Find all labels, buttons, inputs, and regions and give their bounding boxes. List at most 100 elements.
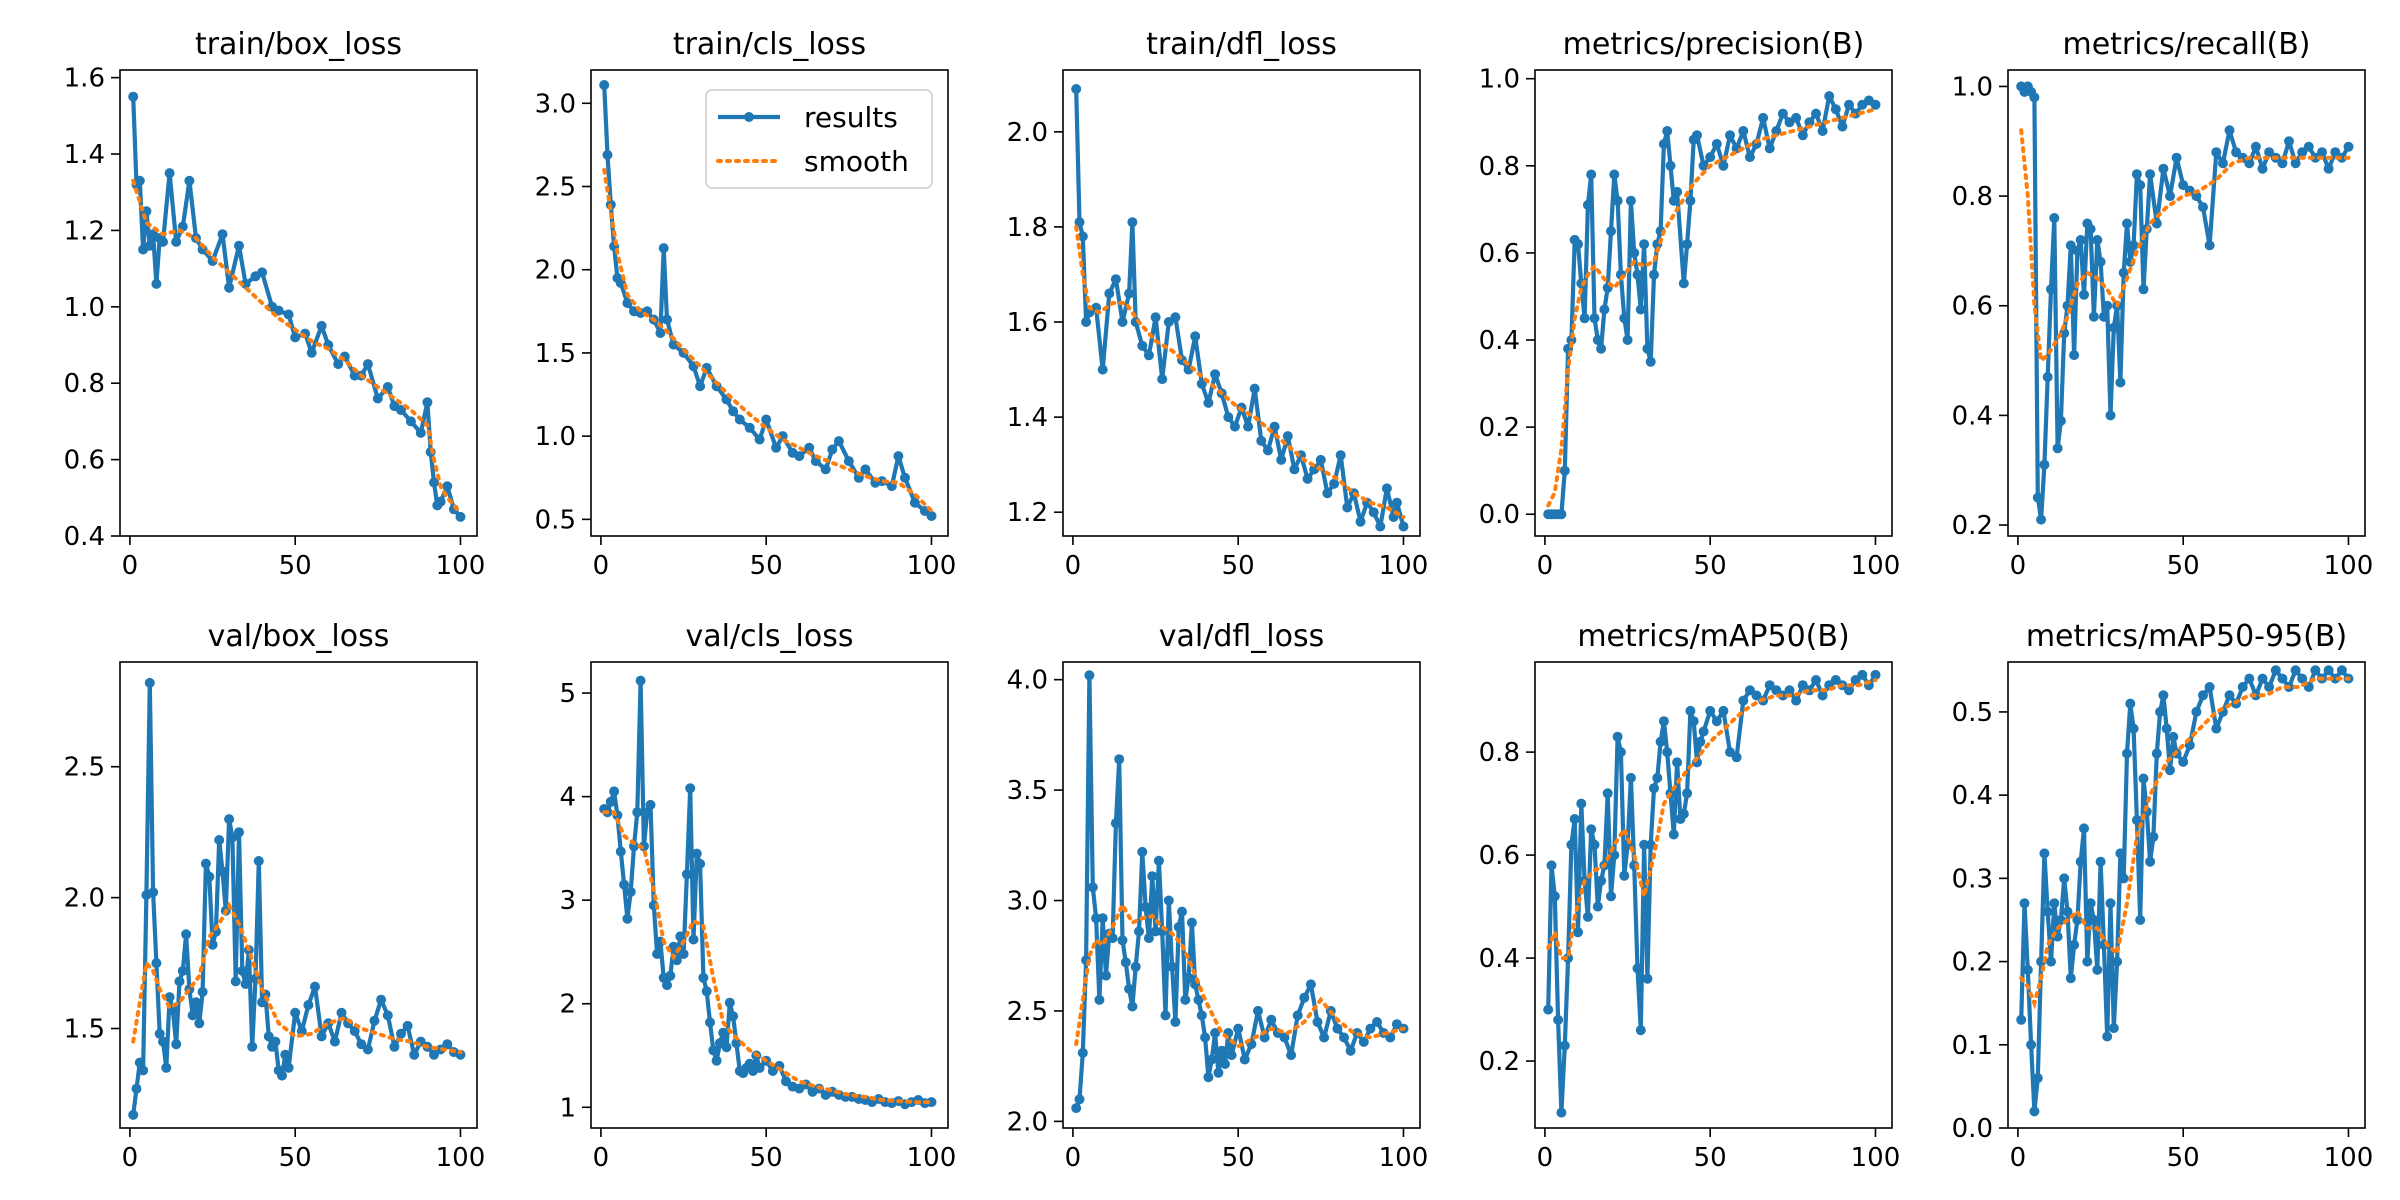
- results-point: [240, 979, 251, 989]
- results-point: [1619, 870, 1630, 881]
- results-point: [409, 1049, 420, 1060]
- results-point: [1599, 304, 1610, 315]
- results-point: [128, 91, 139, 102]
- results-point: [2330, 673, 2341, 684]
- results-point: [2049, 213, 2060, 223]
- results-point: [138, 1065, 149, 1076]
- results-point: [1200, 1032, 1211, 1043]
- results-point: [1372, 1017, 1382, 1027]
- results-point: [1546, 860, 1557, 871]
- results-point: [2088, 311, 2099, 322]
- legend: results smooth: [705, 89, 933, 189]
- results-point: [422, 397, 433, 408]
- results-point: [1556, 509, 1567, 520]
- x-tick-label: 100: [436, 551, 486, 581]
- x-tick-label: 50: [2167, 1143, 2200, 1173]
- y-tick-label: 4.0: [1007, 666, 1048, 696]
- results-point: [1830, 104, 1841, 115]
- results-point: [2317, 147, 2327, 158]
- results-point: [1606, 891, 1616, 902]
- results-point: [2042, 372, 2053, 382]
- results-point: [893, 451, 904, 462]
- results-point: [2085, 224, 2096, 234]
- results-point: [1635, 304, 1646, 315]
- results-point: [2135, 180, 2146, 191]
- results-point: [833, 436, 844, 447]
- results-point: [754, 1062, 765, 1073]
- x-tick-label: 100: [2324, 1143, 2374, 1173]
- results-point: [1543, 1004, 1554, 1015]
- results-point: [2085, 898, 2096, 909]
- results-point: [1074, 217, 1085, 228]
- results-point: [1120, 957, 1131, 968]
- results-point: [1559, 465, 1570, 476]
- results-point: [2204, 682, 2215, 692]
- y-tick-label: 1.4: [1007, 403, 1048, 433]
- results-point: [1143, 350, 1154, 361]
- results-point: [2079, 289, 2089, 300]
- results-point: [2105, 898, 2116, 909]
- y-tick-label: 0.4: [1479, 326, 1520, 356]
- y-tick-label: 1.6: [1007, 308, 1048, 338]
- results-point: [1612, 195, 1623, 206]
- results-point: [1857, 669, 1868, 680]
- results-point: [2131, 815, 2142, 826]
- results-point: [655, 328, 666, 338]
- results-point: [1698, 160, 1709, 171]
- results-point: [1811, 675, 1821, 685]
- results-point: [2257, 163, 2268, 174]
- results-point: [2055, 415, 2066, 426]
- results-point: [2128, 723, 2139, 734]
- results-point: [1117, 935, 1128, 946]
- results-point: [1870, 669, 1881, 680]
- axes-frame: [1534, 661, 1893, 1129]
- axes-frame: [2007, 69, 2366, 537]
- results-point: [2059, 873, 2070, 884]
- results-point: [2108, 1023, 2119, 1034]
- results-point: [1596, 343, 1607, 354]
- results-point: [1190, 331, 1201, 342]
- results-point: [1196, 1010, 1207, 1021]
- results-point: [316, 1031, 327, 1042]
- results-point: [187, 1010, 198, 1021]
- results-point: [2092, 235, 2103, 245]
- y-tick-label: 3.0: [1007, 887, 1048, 917]
- results-line: [1074, 88, 1406, 529]
- results-point: [2039, 848, 2050, 859]
- results-point: [1279, 1032, 1290, 1043]
- results-point: [2303, 141, 2314, 152]
- y-tick-label: 2.5: [535, 173, 576, 203]
- results-point: [615, 846, 626, 857]
- axes-frame: [590, 69, 949, 537]
- x-tick-label: 100: [1379, 551, 1429, 581]
- axes-frame: [119, 661, 478, 1129]
- results-point: [1071, 84, 1082, 94]
- results-point: [171, 1039, 182, 1050]
- results-point: [2131, 169, 2142, 180]
- results-point: [695, 381, 706, 392]
- smooth-line: [2019, 676, 2351, 1010]
- results-point: [662, 314, 672, 325]
- subplot-3: metrics/precision(B) 0 50 100 0.0 0.2 0.4 0.6 0.…: [1479, 27, 1901, 581]
- results-point: [1718, 160, 1729, 171]
- results-point: [1844, 685, 1854, 696]
- results-point: [144, 240, 155, 251]
- results-point: [1203, 397, 1214, 408]
- y-tick-label: 2.0: [535, 256, 576, 286]
- results-point: [2168, 731, 2179, 742]
- results-point: [1645, 839, 1656, 850]
- results-point: [1629, 247, 1640, 258]
- results-point: [681, 869, 692, 880]
- results-point: [1556, 1107, 1567, 1118]
- panel-title: train/cls_loss: [673, 27, 866, 62]
- results-point: [1276, 454, 1287, 465]
- y-tick-label: 2: [559, 990, 576, 1020]
- results-point: [771, 442, 782, 453]
- results-point: [1203, 1072, 1214, 1083]
- results-point: [695, 858, 706, 869]
- results-point: [277, 1070, 287, 1081]
- results-point: [1130, 961, 1141, 972]
- plot-area: [128, 677, 466, 1120]
- results-point: [1612, 731, 1623, 742]
- results-point: [2297, 673, 2308, 684]
